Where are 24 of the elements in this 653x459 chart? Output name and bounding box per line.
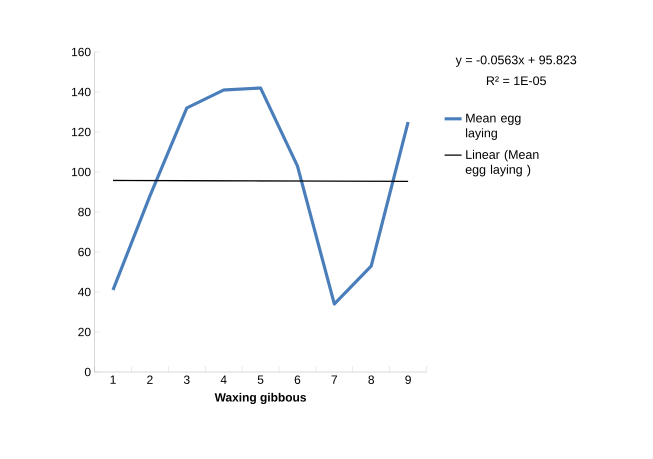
text: R² = 1E-05: [486, 76, 546, 86]
y-tick-label: 80: [78, 208, 91, 216]
x-tick-label: 1: [110, 376, 116, 384]
text: y = -0.0563x + 95.823: [456, 56, 576, 67]
y-tick-label: 140: [72, 88, 91, 96]
y-tick-label: 120: [72, 128, 91, 136]
x-tick-label: 7: [332, 376, 338, 384]
y-tick-label: 100: [72, 168, 91, 176]
x-axis-title: Waxing gibbous: [214, 392, 306, 404]
x-tick-label: 9: [405, 376, 411, 384]
legend-label: Mean egg laying: [466, 114, 520, 140]
y-tick-label: 60: [78, 248, 91, 256]
x-tick-label: 4: [220, 376, 227, 384]
x-tick-label: 6: [294, 376, 300, 384]
y-tick-label: 40: [78, 288, 91, 296]
line-series: [111, 86, 410, 306]
y-tick-label: 20: [78, 328, 91, 336]
y-tick-label: 160: [72, 48, 91, 56]
y-tick-label: 0: [84, 368, 91, 376]
legend-label: Linear (Mean egg laying ): [466, 150, 538, 176]
x-tick-label: 2: [147, 376, 153, 384]
x-tick-label: 5: [258, 376, 264, 384]
x-tick-label: 8: [368, 376, 374, 384]
x-tick-label: 3: [184, 376, 190, 384]
